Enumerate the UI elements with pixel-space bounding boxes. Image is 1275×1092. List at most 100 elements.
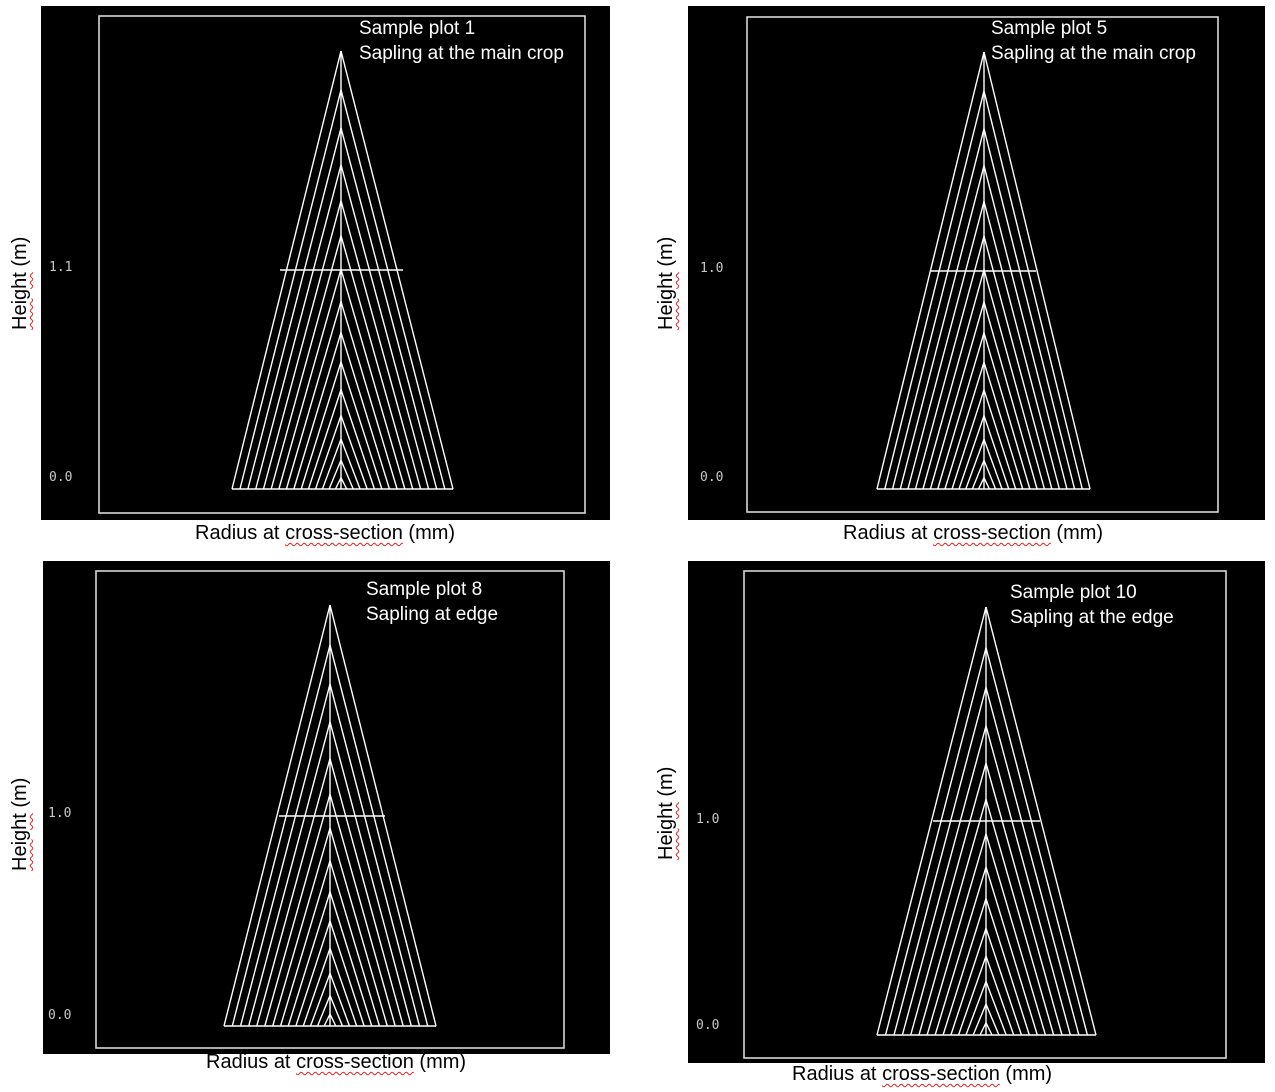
x-axis-label-text: (mm) xyxy=(999,1063,1053,1085)
growth-line xyxy=(223,604,331,1027)
growth-line xyxy=(957,955,987,1036)
plot-frame-1 xyxy=(98,15,586,514)
annotation-line: Sapling at edge xyxy=(366,604,499,625)
growth-line xyxy=(985,981,1007,1036)
growth-line xyxy=(979,1022,987,1036)
growth-line xyxy=(910,763,987,1036)
growth-line xyxy=(340,301,398,490)
x-axis-label-text: (mm) xyxy=(1050,522,1104,544)
growth-line xyxy=(309,973,331,1027)
ytick-label: 1.0 xyxy=(48,806,71,821)
growth-line xyxy=(983,459,997,490)
growth-line xyxy=(231,644,331,1027)
y-axis-label-text: (m) xyxy=(655,236,677,273)
y-axis-label-text: Height xyxy=(9,813,31,871)
growth-lines-4 xyxy=(876,606,1097,1036)
growth-line xyxy=(884,90,985,490)
growth-line xyxy=(977,477,985,490)
growth-line xyxy=(985,833,1047,1036)
growth-line xyxy=(262,200,342,490)
plot-svg-2: 1.0 0.0 xyxy=(700,16,1219,513)
growth-line xyxy=(329,793,396,1027)
growth-line xyxy=(983,165,1068,490)
growth-line xyxy=(329,644,429,1027)
x-axis-label-text: cross-section xyxy=(296,1051,414,1073)
ytick-label: 0.0 xyxy=(700,470,723,485)
y-axis-label-text: (m) xyxy=(9,236,31,273)
growth-line xyxy=(270,235,342,490)
x-axis-label-4: Radius at cross-section (mm) xyxy=(792,1063,1052,1086)
growth-line xyxy=(340,200,422,490)
growth-line xyxy=(942,898,987,1036)
x-axis-label-text: cross-section xyxy=(933,522,1051,544)
growth-line xyxy=(983,128,1076,490)
growth-line xyxy=(302,948,331,1027)
plot-annotation-1: Sample plot 1 Sapling at the main crop xyxy=(359,16,564,66)
growth-line xyxy=(926,833,987,1036)
growth-line xyxy=(295,920,331,1027)
growth-line xyxy=(891,128,985,490)
growth-line xyxy=(278,269,342,490)
growth-line xyxy=(972,1003,987,1036)
x-axis-label-text: cross-section xyxy=(285,522,403,544)
y-axis-label-text: Height xyxy=(9,272,31,330)
growth-line xyxy=(340,389,376,490)
growth-line xyxy=(340,332,391,490)
growth-lines-1 xyxy=(231,50,454,490)
growth-line xyxy=(876,606,987,1036)
growth-line xyxy=(329,891,373,1027)
plot-svg-4: 1.0 0.0 xyxy=(696,570,1227,1059)
growth-line xyxy=(340,269,406,490)
growth-line xyxy=(279,860,331,1027)
x-axis-label-3: Radius at cross-section (mm) xyxy=(206,1051,466,1074)
annotation-line: Sample plot 8 xyxy=(366,579,483,600)
growth-line xyxy=(307,389,342,490)
growth-line xyxy=(316,995,331,1027)
growth-line xyxy=(329,1013,337,1027)
ytick-label: 1.0 xyxy=(696,812,719,827)
y-axis-label-text: Height xyxy=(655,272,677,330)
x-axis-label-2: Radius at cross-section (mm) xyxy=(843,522,1103,545)
growth-line xyxy=(321,438,342,490)
ytick-label: 1.1 xyxy=(49,260,72,275)
y-axis-label-text: (m) xyxy=(9,777,31,814)
growth-line xyxy=(314,415,342,490)
growth-line xyxy=(340,477,348,490)
plot-svg-1: 1.1 0.0 xyxy=(49,15,586,514)
growth-line xyxy=(340,235,414,490)
growth-line xyxy=(983,389,1017,490)
growth-line xyxy=(247,127,342,490)
plot-annotation-3: Sample plot 8 Sapling at edge xyxy=(366,577,498,627)
growth-line xyxy=(985,606,1097,1036)
y-axis-label-text: (m) xyxy=(655,766,677,803)
growth-line xyxy=(287,891,331,1027)
growth-line xyxy=(340,164,430,490)
growth-line xyxy=(893,687,987,1036)
growth-lines-2 xyxy=(876,51,1091,490)
annotation-line: Sample plot 5 xyxy=(991,18,1108,39)
plot-area-3: 1.0 0.0 xyxy=(43,561,610,1054)
growth-line xyxy=(985,1003,1000,1036)
y-axis-label-2: Height (m) xyxy=(655,237,678,330)
growth-line xyxy=(983,236,1053,490)
y-axis-label-3: Height (m) xyxy=(9,778,32,871)
growth-line xyxy=(944,361,985,490)
x-axis-label-text: (mm) xyxy=(402,522,456,544)
x-axis-label-text: Radius at xyxy=(792,1063,883,1085)
growth-line xyxy=(884,647,987,1036)
growth-line xyxy=(971,459,985,490)
growth-line xyxy=(983,439,1003,490)
growth-line xyxy=(983,51,1091,490)
y-axis-label-text: Height xyxy=(655,802,677,860)
growth-line xyxy=(918,799,987,1036)
growth-line xyxy=(937,332,985,490)
growth-line xyxy=(901,725,987,1036)
growth-line xyxy=(329,995,344,1027)
plot-frame-4 xyxy=(743,570,1227,1059)
x-axis-label-text: (mm) xyxy=(413,1051,467,1073)
growth-line xyxy=(951,389,985,490)
plot-frame-2 xyxy=(746,16,1219,513)
growth-line xyxy=(329,683,421,1027)
growth-line xyxy=(985,763,1063,1036)
growth-line xyxy=(983,477,991,490)
